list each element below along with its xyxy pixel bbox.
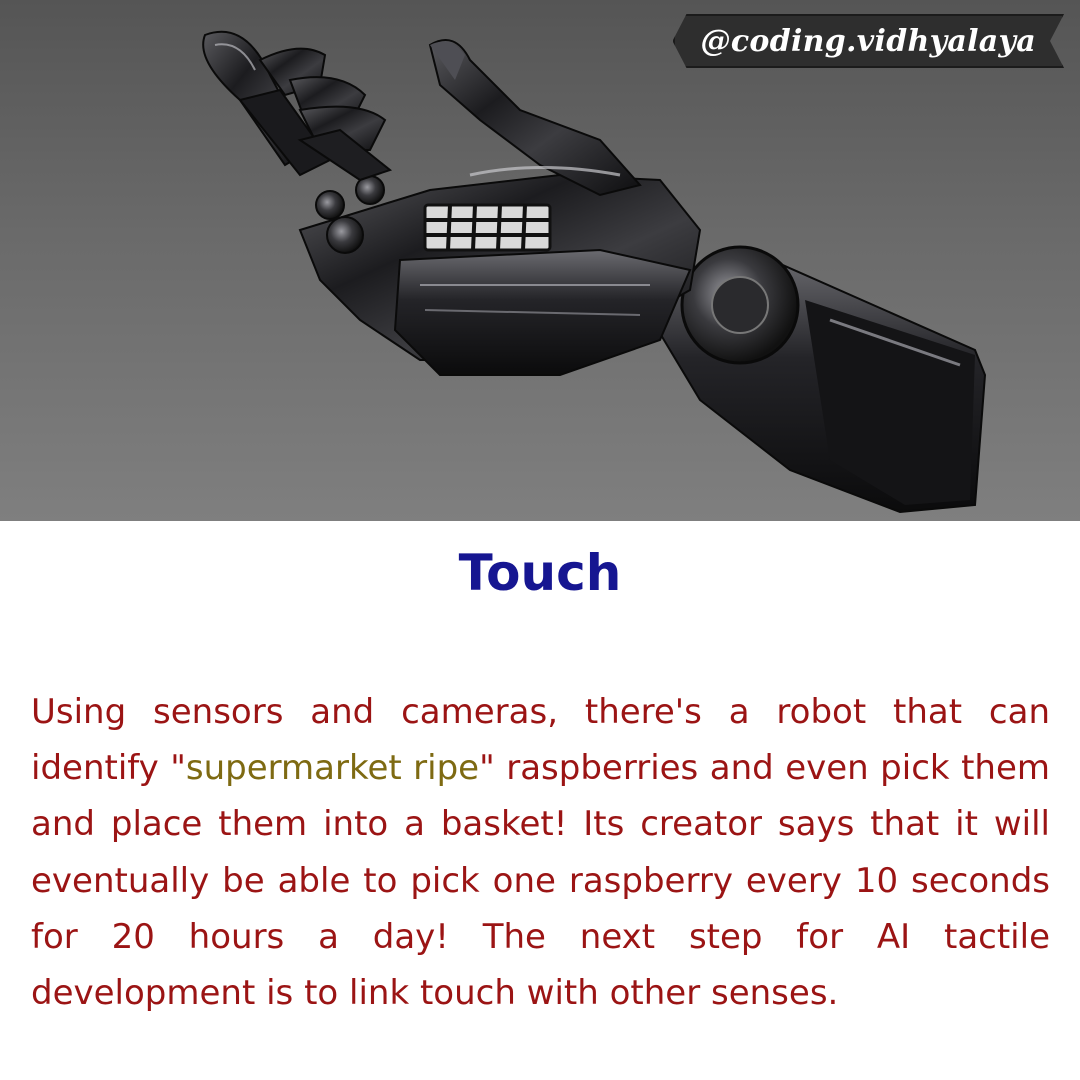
body-highlight: supermarket ripe	[185, 748, 480, 789]
body-text-part-1: Using sensors and cameras, there's a rob…	[31, 692, 1050, 789]
hero-image: @coding.vidhyalaya	[0, 0, 1080, 521]
robotic-hand-illustration	[202, 30, 987, 514]
page-title: Touch	[458, 544, 622, 602]
body-text-part-2: " raspberries and even pick them and pla…	[31, 748, 1050, 1014]
watermark-badge: @coding.vidhyalaya	[673, 14, 1064, 68]
watermark-handle: @coding.vidhyalaya	[700, 23, 1036, 59]
body-paragraph: Using sensors and cameras, there's a rob…	[31, 684, 1050, 1021]
